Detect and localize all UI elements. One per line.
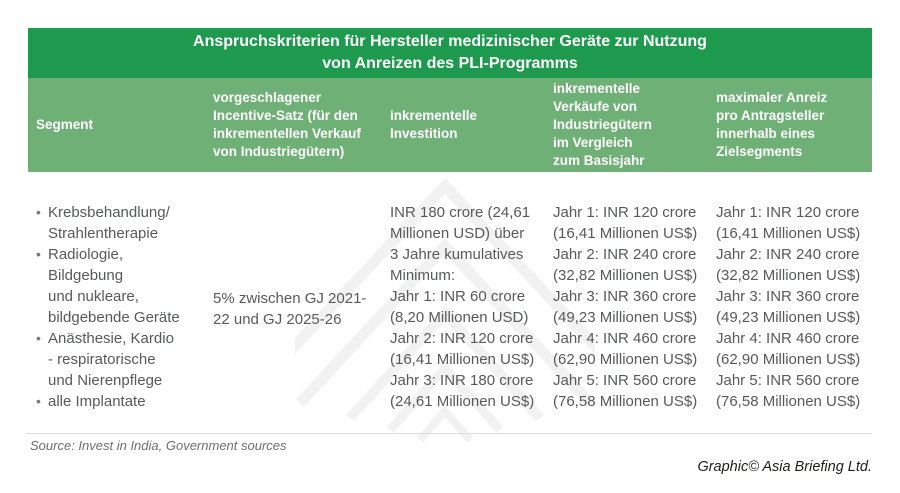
segment-item-cancer-care: Krebsbehandlung/ Strahlentherapie <box>36 202 213 244</box>
pli-table: Anspruchskriterien für Hersteller medizi… <box>28 28 872 428</box>
header-max-incentive: maximaler Anreiz pro Antragsteller inner… <box>716 90 828 159</box>
table-header-row: Segment vorgeschlagener Incentive-Satz (… <box>28 78 872 172</box>
incentive-rate-cell: 5% zwischen GJ 2021- 22 und GJ 2025-26 <box>213 290 367 328</box>
segment-item-implants: alle Implantate <box>36 391 213 412</box>
header-incentive-rate: vorgeschlagener Incentive-Satz (für den … <box>213 90 361 159</box>
table-title: Anspruchskriterien für Hersteller medizi… <box>28 28 872 78</box>
segment-cell: Krebsbehandlung/ Strahlentherapie Radiol… <box>36 202 213 428</box>
incremental-investment-cell: INR 180 crore (24,61 Millionen USD) über… <box>390 204 535 410</box>
header-incremental-investment: inkrementelle Investition <box>390 108 478 141</box>
max-incentive-cell: Jahr 1: INR 120 crore (16,41 Millionen U… <box>716 204 861 410</box>
credit-note: Graphic© Asia Briefing Ltd. <box>697 459 872 475</box>
incremental-sales-cell: Jahr 1: INR 120 crore (16,41 Millionen U… <box>553 204 698 410</box>
source-note: Source: Invest in India, Government sour… <box>30 438 287 453</box>
footer-divider <box>26 433 872 434</box>
segment-item-radiology: Radiologie, Bildgebung und nukleare, bil… <box>36 244 213 328</box>
table-row: Krebsbehandlung/ Strahlentherapie Radiol… <box>28 172 872 428</box>
header-segment: Segment <box>36 117 94 132</box>
header-incremental-sales: inkrementelle Verkäufe von Industriegüte… <box>553 81 653 168</box>
segment-item-anesthesia: Anästhesie, Kardio - respiratorische und… <box>36 328 213 391</box>
